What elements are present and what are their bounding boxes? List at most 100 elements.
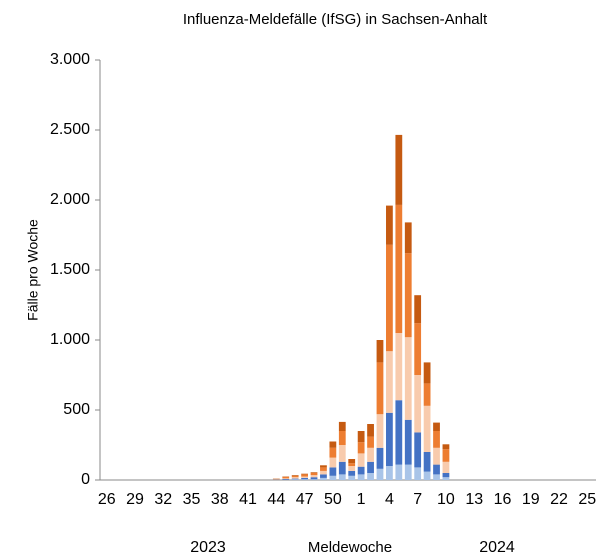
bar-segment (414, 467, 422, 480)
bar-segment (414, 375, 422, 433)
bar-segment (442, 477, 450, 480)
bar-segment (386, 244, 393, 352)
x-tick-label: 44 (267, 491, 285, 508)
x-tick-label: 10 (437, 491, 455, 508)
y-tick-label: 500 (63, 401, 90, 418)
y-tick-label: 1.500 (50, 261, 90, 278)
bar-segment (404, 337, 412, 420)
bar-segment (282, 476, 290, 479)
bar-segment (442, 444, 450, 450)
bar-segment (442, 461, 450, 473)
x-tick-label: 41 (239, 491, 257, 508)
chart-title: Influenza-Meldefälle (IfSG) in Sachsen-A… (183, 11, 488, 28)
bar-segment (348, 470, 356, 476)
bar-segment (329, 467, 337, 476)
bar-segment (414, 432, 422, 468)
bar-segment (433, 464, 440, 475)
bar-segment (442, 449, 450, 462)
bar-segment (404, 464, 412, 480)
bar-segment (367, 424, 374, 437)
bar-segment (338, 421, 346, 431)
bar-segment (357, 442, 365, 454)
bar-segment (329, 475, 337, 480)
bar-segment (338, 474, 346, 480)
bar-segment (348, 475, 356, 480)
bar-segment (320, 467, 327, 471)
bar-segment (395, 134, 403, 205)
bar-segment (376, 362, 384, 415)
bar-segment (386, 205, 393, 245)
x-tick-label: 1 (357, 491, 366, 508)
bar-segment (338, 431, 346, 445)
bar-segment (367, 461, 374, 473)
y-tick-label: 2.500 (50, 121, 90, 138)
bar-segment (291, 475, 299, 478)
bar-segment (348, 459, 356, 464)
bar-segment (301, 476, 308, 478)
bar-segment (282, 478, 290, 480)
bar-segment (282, 479, 290, 480)
bar-segment (433, 431, 440, 448)
bar-segment (357, 466, 365, 475)
x-tick-label: 25 (578, 491, 596, 508)
bar-segment (395, 400, 403, 465)
bar-segment (414, 323, 422, 375)
bar-segment (320, 470, 327, 475)
y-tick-label: 0 (81, 471, 90, 488)
bar-segment (329, 457, 337, 468)
bar-segment (310, 475, 318, 478)
bar-segment (310, 472, 318, 473)
x-tick-label: 32 (154, 491, 172, 508)
bar-segment (367, 473, 374, 480)
y-tick-label: 1.000 (50, 331, 90, 348)
bar-segment (423, 362, 431, 384)
bar-segment (423, 405, 431, 452)
bar-segment (395, 333, 403, 401)
bar-segment (348, 463, 356, 466)
bar-segment (433, 447, 440, 465)
bar-segment (376, 414, 384, 448)
x-tick-label: 47 (296, 491, 314, 508)
bar-segment (376, 447, 384, 469)
y-axis-label: Fälle pro Woche (25, 219, 41, 321)
bar-segment (338, 445, 346, 462)
bar-segment (310, 479, 318, 480)
bar-segment (386, 351, 393, 413)
bar-segment (310, 477, 318, 480)
bar-segment (376, 468, 384, 480)
bar-segment (320, 477, 327, 480)
bar-segment (329, 441, 337, 448)
bar-segment (386, 412, 393, 466)
x-tick-label: 22 (550, 491, 568, 508)
bar-segment (433, 422, 440, 431)
bar-segment (414, 295, 422, 324)
bar-segment (395, 204, 403, 333)
x-tick-label: 19 (522, 491, 540, 508)
bar-segment (442, 473, 450, 478)
bar-segment (357, 453, 365, 467)
x-tick-label: 38 (211, 491, 229, 508)
bar-segment (376, 340, 384, 363)
bar-segment (404, 419, 412, 465)
y-tick-label: 2.000 (50, 191, 90, 208)
bar-segment (301, 477, 308, 480)
bar-segment (338, 461, 346, 475)
bar-segment (357, 431, 365, 443)
bar-segment (320, 465, 327, 468)
bar-segment (386, 466, 393, 480)
bar-segment (301, 474, 308, 477)
bar-segment (291, 479, 299, 480)
x-tick-label: 13 (465, 491, 483, 508)
x-tick-label: 16 (494, 491, 512, 508)
y-tick-label: 3.000 (50, 51, 90, 68)
x-tick-label: 50 (324, 491, 342, 508)
bar-segment (320, 474, 327, 478)
bar-segment (423, 383, 431, 406)
x-tick-label: 7 (413, 491, 422, 508)
bar-segment (423, 452, 431, 472)
year-label: 2023 (190, 539, 226, 556)
bar-segment (357, 474, 365, 480)
bar-segment (301, 473, 308, 475)
